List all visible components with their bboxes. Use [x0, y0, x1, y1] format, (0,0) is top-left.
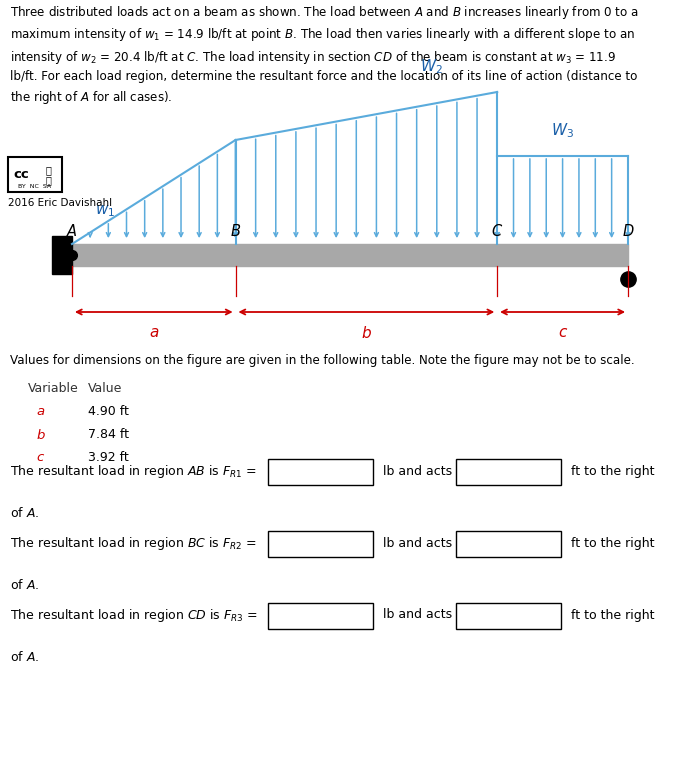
Text: $B$: $B$ — [230, 223, 241, 239]
Bar — [268, 603, 373, 629]
Text: ft to the right: ft to the right — [571, 608, 654, 622]
Text: 4.90 ft: 4.90 ft — [88, 405, 129, 418]
Text: $W_3$: $W_3$ — [551, 122, 574, 140]
Text: $w_1$: $w_1$ — [95, 203, 115, 218]
Text: 2016 Eric Davishahl: 2016 Eric Davishahl — [8, 198, 112, 208]
Text: $W_2$: $W_2$ — [420, 57, 443, 76]
Text: of $A$.: of $A$. — [10, 506, 39, 520]
Text: $b$: $b$ — [361, 325, 372, 341]
Text: The resultant load in region $AB$ is $F_{R1}$ =: The resultant load in region $AB$ is $F_… — [10, 463, 256, 480]
Text: The resultant load in region $BC$ is $F_{R2}$ =: The resultant load in region $BC$ is $F_… — [10, 535, 257, 552]
Text: The resultant load in region $CD$ is $F_{R3}$ =: The resultant load in region $CD$ is $F_… — [10, 607, 258, 624]
Bar — [456, 603, 561, 629]
Text: ft to the right: ft to the right — [571, 464, 654, 478]
Text: Values for dimensions on the figure are given in the following table. Note the f: Values for dimensions on the figure are … — [10, 354, 634, 367]
Text: Value: Value — [88, 382, 122, 395]
Text: $c$: $c$ — [36, 451, 45, 464]
Text: cc: cc — [13, 168, 29, 181]
Text: lb and acts: lb and acts — [383, 608, 452, 622]
Bar — [8, 157, 62, 192]
Text: BY  NC  SA: BY NC SA — [19, 184, 52, 189]
Text: ⓘ: ⓘ — [45, 166, 51, 176]
Text: ⓢ: ⓢ — [45, 176, 51, 186]
Text: $b$: $b$ — [36, 428, 46, 442]
Text: ft to the right: ft to the right — [571, 536, 654, 550]
Text: of $A$.: of $A$. — [10, 578, 39, 592]
Bar — [268, 531, 373, 557]
Bar — [456, 531, 561, 557]
Text: $a$: $a$ — [36, 405, 45, 418]
Text: $D$: $D$ — [622, 223, 634, 239]
Text: 3.92 ft: 3.92 ft — [88, 451, 129, 464]
Bar — [72, 244, 628, 266]
Bar — [456, 459, 561, 485]
Text: $a$: $a$ — [149, 325, 159, 340]
Text: $C$: $C$ — [491, 223, 503, 239]
Text: 7.84 ft: 7.84 ft — [88, 428, 129, 441]
Text: $c$: $c$ — [558, 325, 568, 340]
Text: Variable: Variable — [28, 382, 79, 395]
Text: Three distributed loads act on a beam as shown. The load between $A$ and $B$ inc: Three distributed loads act on a beam as… — [10, 4, 639, 106]
Bar — [52, 236, 72, 274]
Text: lb and acts: lb and acts — [383, 536, 452, 550]
Text: $A$: $A$ — [66, 223, 78, 239]
Text: lb and acts: lb and acts — [383, 464, 452, 478]
Bar — [268, 459, 373, 485]
Text: of $A$.: of $A$. — [10, 650, 39, 664]
